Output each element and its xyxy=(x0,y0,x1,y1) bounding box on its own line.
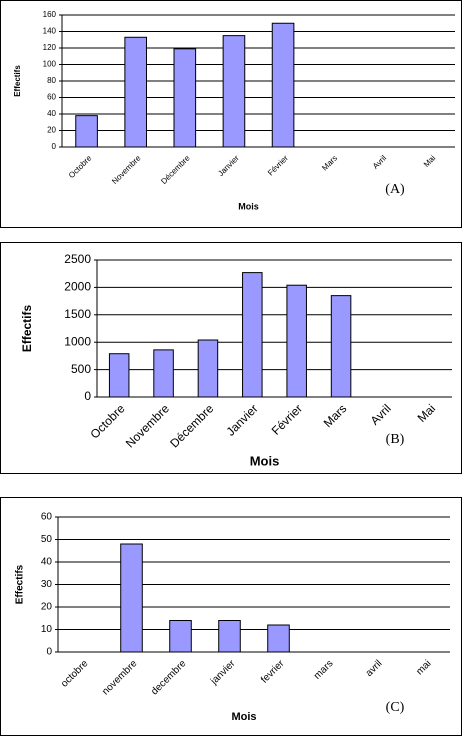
x-tick-label: mai xyxy=(414,658,433,677)
bar xyxy=(330,295,352,398)
x-tick-label: Février xyxy=(269,401,305,437)
x-tick-label: fevrier xyxy=(259,658,287,686)
x-tick-label: Décembre xyxy=(159,153,192,186)
bar xyxy=(218,620,241,653)
x-tick-label: Avril xyxy=(371,153,388,170)
bar xyxy=(286,284,307,398)
y-tick-label: 40 xyxy=(41,557,53,568)
y-tick-label: 120 xyxy=(43,43,57,52)
y-tick-label: 1500 xyxy=(64,307,91,321)
x-tick-label: Janvier xyxy=(223,401,260,438)
x-tick-label: Février xyxy=(266,153,290,177)
y-tick-label: 0 xyxy=(52,142,57,151)
y-tick-label: 20 xyxy=(41,602,53,613)
x-tick-label: Décembre xyxy=(167,401,216,450)
x-tick-label: Mai xyxy=(415,401,439,425)
x-tick-label: novembre xyxy=(100,658,140,698)
y-tick-label: 30 xyxy=(41,579,53,590)
y-tick-label: 160 xyxy=(43,10,57,19)
x-axis-label: Mois xyxy=(250,453,280,468)
y-tick-label: 0 xyxy=(46,647,52,658)
x-tick-label: octobre xyxy=(59,658,91,690)
y-tick-label: 140 xyxy=(43,27,57,36)
annotation: (B) xyxy=(386,432,405,447)
x-tick-label: Octobre xyxy=(87,401,127,441)
bar xyxy=(108,353,130,398)
y-tick-label: 2000 xyxy=(64,280,91,294)
bar xyxy=(173,48,197,148)
x-tick-label: Octobre xyxy=(67,153,94,180)
x-tick-label: Avril xyxy=(368,401,394,427)
bar xyxy=(169,620,192,653)
bar xyxy=(124,36,147,148)
y-tick-label: 500 xyxy=(71,362,91,376)
y-tick-label: 50 xyxy=(41,534,53,545)
x-tick-label: mars xyxy=(312,658,336,682)
x-tick-label: Mars xyxy=(320,154,339,173)
bar xyxy=(242,272,263,398)
y-axis-label: Effectifs xyxy=(15,564,26,604)
y-tick-label: 40 xyxy=(47,109,56,118)
panel-frame xyxy=(0,0,462,228)
x-tick-label: avril xyxy=(364,658,385,679)
y-axis-label: Effectifs xyxy=(13,65,22,97)
x-tick-label: janvier xyxy=(208,658,238,688)
bar xyxy=(222,35,246,148)
y-tick-label: 1000 xyxy=(64,334,91,348)
y-tick-label: 10 xyxy=(41,624,53,635)
panel-frame xyxy=(0,497,462,736)
bar xyxy=(75,115,98,148)
y-tick-label: 2500 xyxy=(64,252,91,266)
x-tick-label: Janvier xyxy=(216,153,241,178)
x-tick-label: Novembre xyxy=(110,153,143,186)
x-tick-label: Novembre xyxy=(123,401,172,450)
y-tick-label: 60 xyxy=(47,93,56,102)
panel-frame xyxy=(0,242,462,474)
annotation: (C) xyxy=(386,700,405,715)
y-tick-label: 80 xyxy=(47,76,56,85)
bar xyxy=(267,624,290,653)
x-tick-label: Mars xyxy=(321,401,350,430)
y-tick-label: 0 xyxy=(84,389,91,403)
y-axis-label: Effectifs xyxy=(20,305,34,353)
x-tick-label: decembre xyxy=(149,658,189,698)
bar xyxy=(153,349,174,398)
y-tick-label: 100 xyxy=(43,60,57,69)
x-axis-label: Mois xyxy=(231,711,256,723)
y-tick-label: 20 xyxy=(47,126,56,135)
bar xyxy=(271,22,295,148)
x-axis-label: Mois xyxy=(238,201,259,211)
bar xyxy=(120,543,143,653)
bar xyxy=(197,339,219,398)
x-tick-label: Mai xyxy=(422,153,438,169)
y-tick-label: 60 xyxy=(41,512,53,523)
annotation: (A) xyxy=(385,182,405,197)
